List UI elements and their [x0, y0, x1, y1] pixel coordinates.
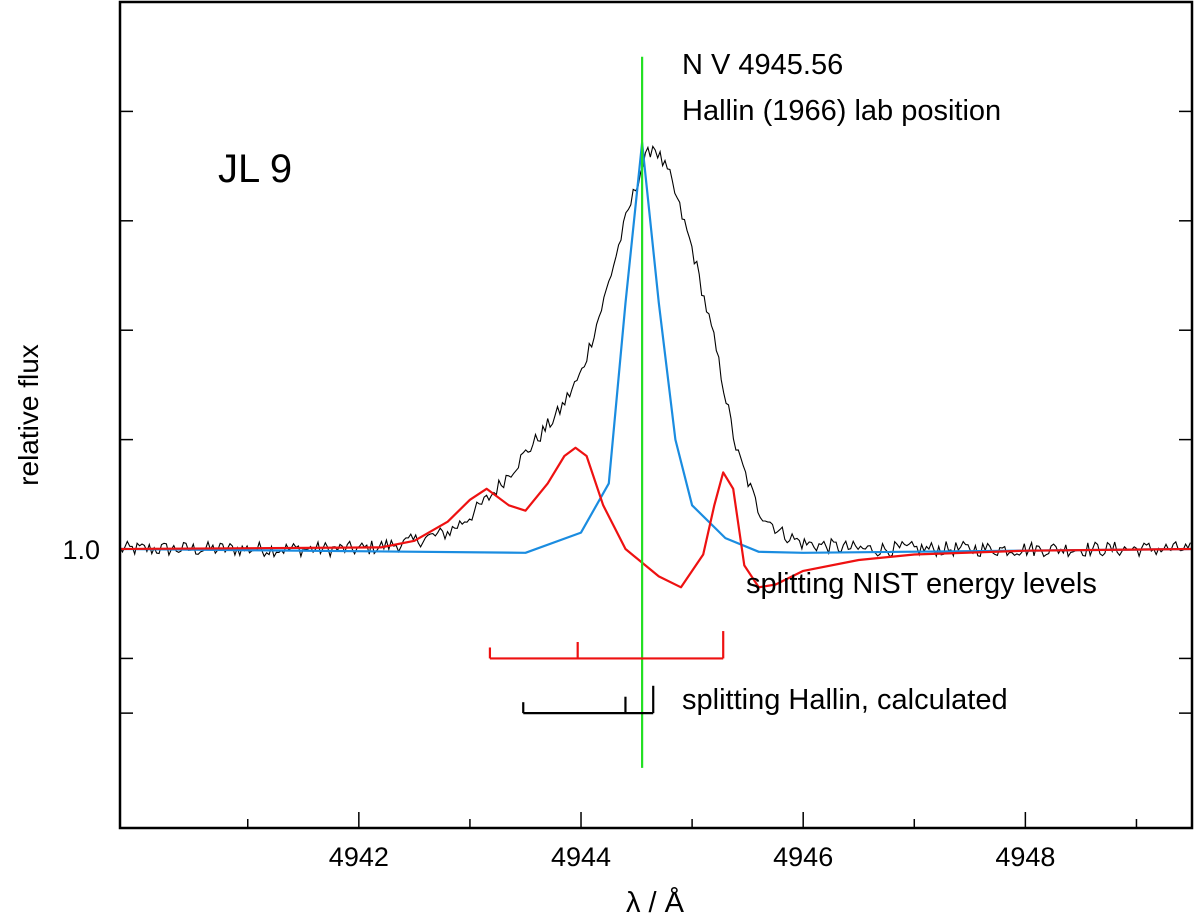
y-tick-label: 1.0 — [62, 535, 100, 565]
series-line-model-hallin — [120, 141, 1192, 554]
y-axis-label: relative flux — [13, 344, 44, 486]
star-label: JL 9 — [218, 147, 292, 191]
y-tick-labels: 1.0 — [62, 535, 100, 565]
reference-line-label-2: Hallin (1966) lab position — [682, 95, 1001, 127]
x-tick-labels: 4942 4944 4946 4948 — [329, 842, 1056, 872]
plot-frame — [118, 0, 1194, 830]
series-layer — [120, 141, 1192, 589]
x-axis-label: λ / Å — [626, 886, 685, 918]
series-line-model-nist — [120, 446, 1192, 589]
reference-line-label-1: N V 4945.56 — [682, 49, 843, 81]
hallin-splitting-label: splitting Hallin, calculated — [682, 684, 1008, 716]
axis-ticks — [120, 110, 1192, 828]
x-tick-label: 4942 — [329, 842, 389, 872]
splitting-markers — [488, 631, 725, 715]
series-line-observed — [120, 145, 1191, 559]
x-tick-label: 4948 — [995, 842, 1055, 872]
x-tick-label: 4944 — [551, 842, 611, 872]
nist-splitting-label: splitting NIST energy levels — [746, 568, 1097, 600]
x-tick-label: 4946 — [773, 842, 833, 872]
